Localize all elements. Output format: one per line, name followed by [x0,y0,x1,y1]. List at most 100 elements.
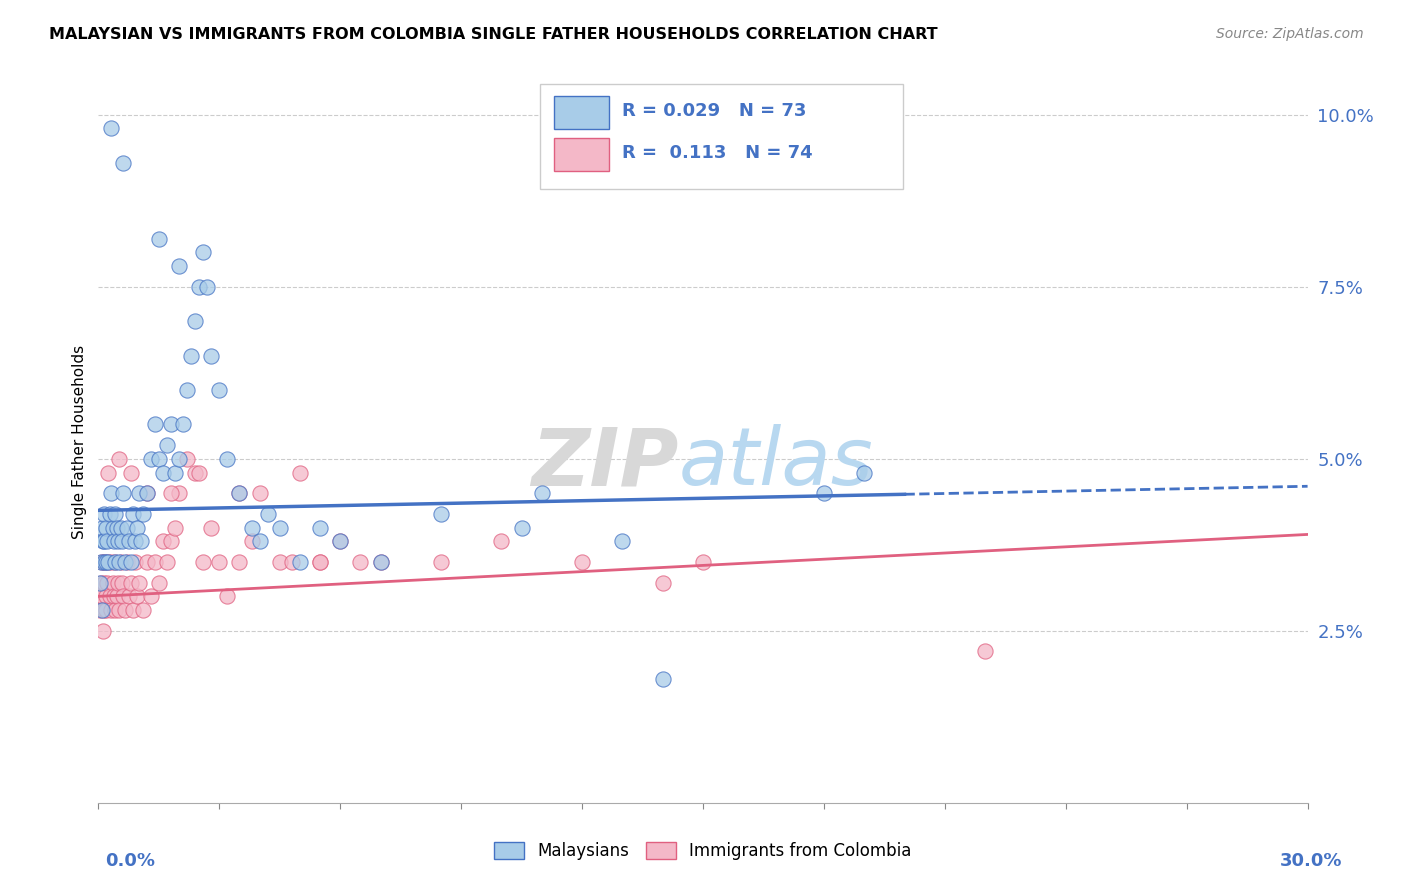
Point [114,555,136,569]
Point [101,520,124,534]
Point [96,520,118,534]
Point [288,555,311,569]
Point [167,259,190,273]
Point [90,555,112,569]
Text: atlas: atlas [679,425,873,502]
Point [90,603,112,617]
Point [163,520,186,534]
Bar [554,138,609,170]
Point [370,555,392,569]
Point [148,451,170,466]
Point [107,575,129,590]
Point [110,520,132,534]
Point [118,534,141,549]
Point [430,507,453,521]
Point [120,555,142,569]
Point [107,603,129,617]
FancyBboxPatch shape [540,84,903,189]
Point [93,575,115,590]
Point [692,555,714,569]
Point [156,438,179,452]
Point [91,534,114,549]
Point [176,383,198,397]
Point [111,590,134,604]
Point [172,417,194,432]
Point [160,486,183,500]
Point [200,520,222,534]
Point [97,555,120,569]
Point [612,534,634,549]
Point [510,520,533,534]
Point [148,231,170,245]
Text: ZIP: ZIP [531,425,679,502]
Point [125,590,148,604]
Point [200,349,222,363]
Point [152,534,174,549]
Point [94,555,117,569]
Point [89,603,111,617]
Point [96,575,118,590]
Point [121,603,143,617]
Point [89,575,111,590]
Point [93,534,115,549]
Point [97,466,120,480]
Legend: Malaysians, Immigrants from Colombia: Malaysians, Immigrants from Colombia [488,835,918,867]
Point [571,555,593,569]
Point [114,603,136,617]
Point [249,534,271,549]
Point [148,575,170,590]
Y-axis label: Single Father Households: Single Father Households [72,344,87,539]
Point [107,534,129,549]
Point [135,486,157,500]
Point [430,555,453,569]
Point [309,520,332,534]
Point [132,603,155,617]
Point [111,534,134,549]
Point [329,534,352,549]
Point [125,520,148,534]
Point [195,279,218,293]
Point [160,417,183,432]
Point [135,486,157,500]
Point [974,644,997,658]
Point [93,555,115,569]
Point [110,555,132,569]
Point [96,603,118,617]
Point [184,466,207,480]
Point [128,486,150,500]
Point [143,555,166,569]
Point [100,486,122,500]
Point [111,486,134,500]
Point [105,590,128,604]
Text: 0.0%: 0.0% [105,852,156,870]
Point [193,245,215,260]
Point [98,590,121,604]
Point [217,451,239,466]
Point [530,486,553,500]
Point [813,486,835,500]
Point [853,466,876,480]
Point [111,156,134,170]
Point [100,121,122,136]
Point [156,555,179,569]
Point [228,486,250,500]
Point [143,417,166,432]
Point [184,314,207,328]
Point [96,534,118,549]
Point [115,555,138,569]
Point [176,451,198,466]
Point [101,575,124,590]
Point [256,507,278,521]
Point [107,555,129,569]
Point [104,555,127,569]
Point [208,555,231,569]
Point [94,590,117,604]
Point [288,466,311,480]
Point [91,520,114,534]
Point [103,507,125,521]
Point [228,486,250,500]
Point [103,534,125,549]
Point [269,555,291,569]
Point [93,603,115,617]
Point [91,590,114,604]
